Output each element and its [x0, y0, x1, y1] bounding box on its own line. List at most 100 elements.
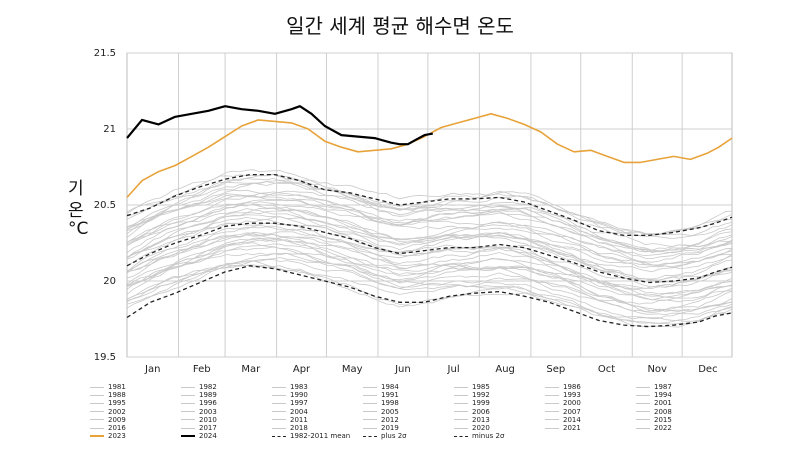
legend-label: 1985 [472, 383, 490, 391]
series-line-2024 [126, 105, 433, 146]
background-year-line [126, 181, 733, 236]
legend-swatch [545, 427, 559, 429]
y-axis-label-char-2: 온 [68, 201, 84, 221]
legend-label: 1999 [472, 399, 490, 408]
legend-item: 2011 [272, 416, 308, 424]
legend-label: 1983 [290, 383, 308, 391]
background-year-line [126, 181, 733, 236]
series-line-plus-2- [126, 173, 733, 237]
legend-label: 2005 [381, 407, 399, 416]
legend-label: 2021 [563, 424, 581, 432]
legend-label: 1996 [199, 399, 217, 408]
x-tick-label: Mar [241, 364, 261, 375]
background-year-line [126, 177, 733, 237]
background-year-line [126, 209, 733, 273]
legend-item: 1987 [636, 383, 672, 391]
legend-swatch [181, 411, 195, 413]
y-tick-label: 21.5 [94, 48, 116, 59]
legend-label: 1981 [108, 383, 126, 391]
legend-swatch [454, 435, 468, 437]
legend-item: 2019 [363, 424, 399, 432]
legend-item: 2015 [636, 416, 672, 424]
legend-swatch [545, 394, 559, 396]
legend-label: 1982-2011 mean [290, 432, 351, 441]
legend-item: 2002 [90, 408, 126, 416]
background-year-line [126, 264, 733, 322]
legend-swatch [90, 411, 104, 413]
legend-swatch [545, 419, 559, 421]
legend-item: 2021 [545, 424, 581, 432]
legend-label: 2002 [108, 407, 126, 416]
legend-swatch [363, 427, 377, 429]
background-year-line [126, 232, 733, 299]
legend-swatch [363, 386, 377, 388]
y-axis-label-char-3: °C [68, 219, 89, 239]
legend-label: 2009 [108, 415, 126, 424]
legend-swatch [90, 435, 104, 438]
legend-swatch [636, 394, 650, 396]
legend-item: 1991 [363, 391, 399, 399]
legend-swatch [181, 394, 195, 396]
legend-item: 2018 [272, 424, 308, 432]
legend-swatch [636, 411, 650, 413]
legend-swatch [181, 435, 195, 438]
legend-swatch [636, 386, 650, 388]
x-tick-label: Apr [293, 364, 311, 375]
legend-label: 1988 [108, 391, 126, 400]
legend-item: 2001 [636, 399, 672, 407]
legend-item: 2003 [181, 408, 217, 416]
legend-swatch [454, 386, 468, 388]
background-year-line [126, 259, 733, 325]
legend-item: 2004 [272, 408, 308, 416]
legend-swatch [454, 419, 468, 421]
legend-label: minus 2σ [472, 432, 505, 441]
legend-label: 2024 [199, 432, 217, 441]
legend-item: 2013 [454, 416, 490, 424]
background-year-line [126, 203, 733, 266]
legend-item: 1981 [90, 383, 126, 391]
legend-swatch [545, 402, 559, 404]
x-tick-label: Jul [447, 364, 460, 375]
legend-swatch [363, 435, 377, 437]
legend-item: 1982-2011 mean [272, 432, 350, 440]
legend-item: 2007 [545, 408, 581, 416]
legend-label: 1989 [199, 391, 217, 400]
legend-label: 2010 [199, 415, 217, 424]
legend-label: 2001 [654, 399, 672, 408]
legend-item: 1984 [363, 383, 399, 391]
x-tick-label: Oct [598, 364, 615, 375]
legend-swatch [636, 402, 650, 404]
legend-swatch [272, 394, 286, 396]
legend-swatch [363, 402, 377, 404]
background-year-line [126, 208, 733, 268]
series-line-minus-2- [126, 265, 733, 328]
x-tick-label: Feb [193, 364, 211, 375]
legend-label: 1991 [381, 391, 399, 400]
series-line-1982-2011-mean [126, 222, 733, 284]
legend-swatch [181, 386, 195, 388]
legend-item: 1995 [90, 399, 126, 407]
legend-swatch [272, 419, 286, 421]
legend-item: 2006 [454, 408, 490, 416]
background-year-line [126, 224, 733, 289]
legend-label: 1993 [563, 391, 581, 400]
background-year-line [126, 257, 733, 320]
x-tick-label: Nov [647, 364, 667, 375]
legend-item: 1985 [454, 383, 490, 391]
legend-swatch [272, 402, 286, 404]
background-year-line [126, 173, 733, 236]
legend-swatch [454, 402, 468, 404]
legend-label: 2017 [199, 424, 217, 432]
legend-swatch [363, 419, 377, 421]
legend-label: 2008 [654, 407, 672, 416]
background-year-line [126, 260, 733, 324]
legend-swatch [454, 394, 468, 396]
legend-item: 2024 [181, 432, 217, 440]
legend-swatch [90, 386, 104, 388]
background-year-line [126, 193, 733, 252]
legend-item: 1992 [454, 391, 490, 399]
legend-label: plus 2σ [381, 432, 407, 441]
legend-swatch [454, 427, 468, 429]
legend-label: 1998 [381, 399, 399, 408]
x-tick-label: Jan [144, 364, 160, 375]
